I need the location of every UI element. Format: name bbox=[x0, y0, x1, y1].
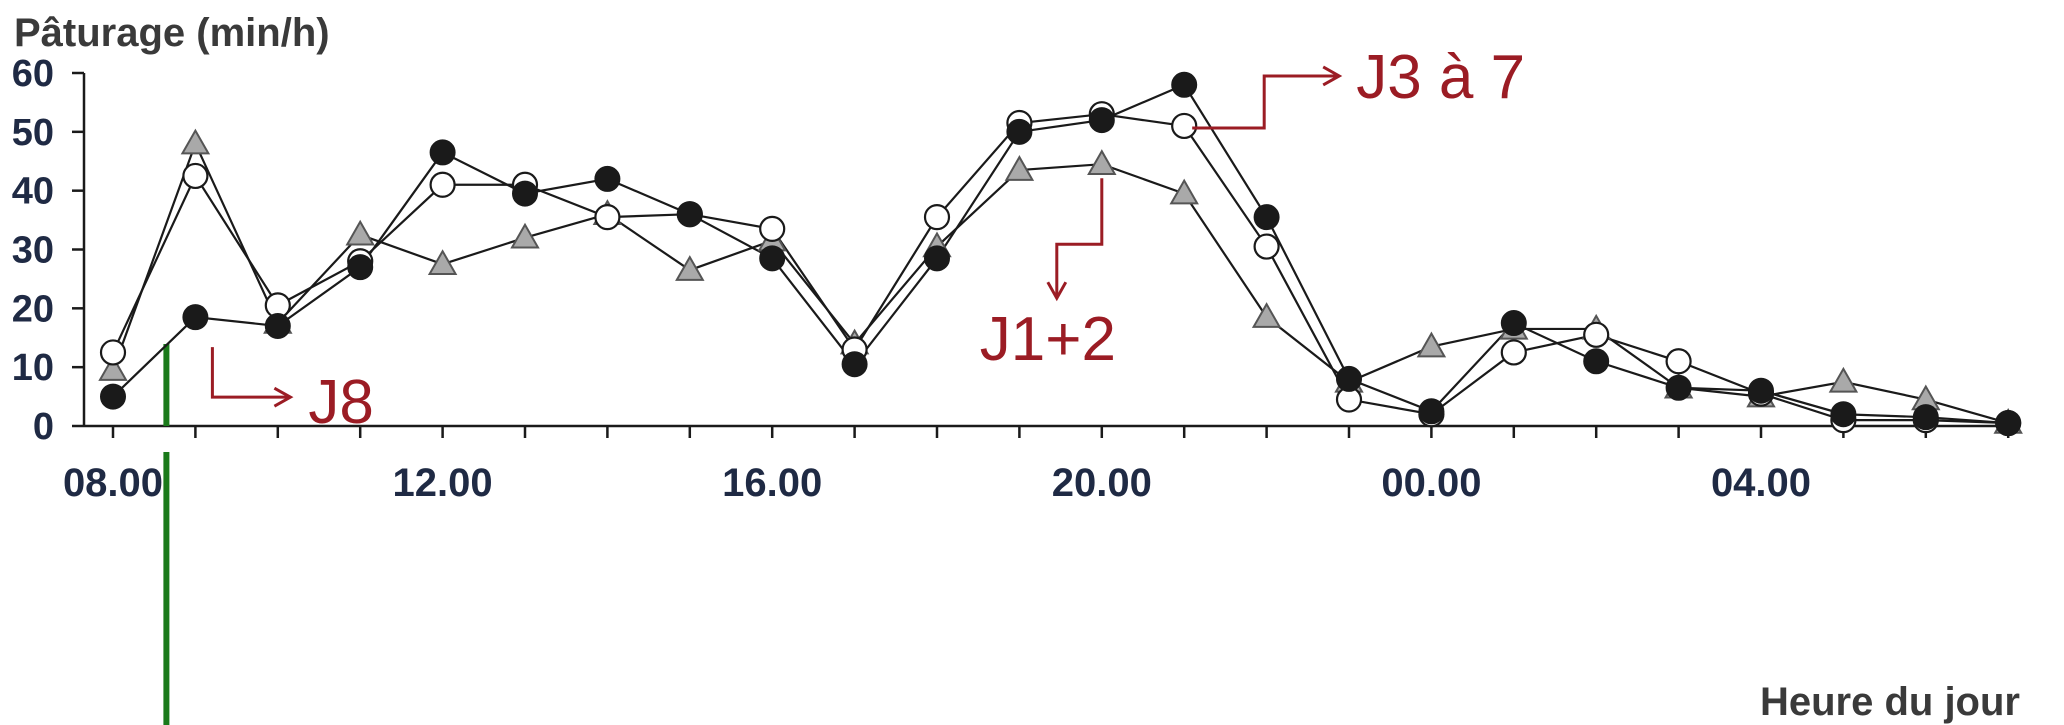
open-circle-point bbox=[1665, 348, 1692, 375]
triangle-point bbox=[180, 128, 211, 155]
filled-circle-point bbox=[841, 351, 868, 378]
annotation-label: J1+2 bbox=[980, 305, 1116, 374]
triangle-point bbox=[1087, 149, 1117, 175]
series-line-triangle bbox=[111, 140, 2009, 425]
data-series bbox=[98, 71, 2023, 437]
filled-circle-point bbox=[1418, 398, 1445, 425]
triangle-point bbox=[1004, 155, 1035, 181]
open-circle-point bbox=[1500, 339, 1527, 366]
y-tick-label: 20 bbox=[12, 288, 54, 330]
x-tick-label: 00.00 bbox=[1381, 461, 1481, 505]
annotations: J3 à 7 J1+2 J8 bbox=[210, 43, 1525, 437]
triangle-point bbox=[1828, 366, 1859, 393]
x-axis-title: Heure du jour bbox=[1760, 680, 2020, 724]
filled-circle-point bbox=[264, 312, 291, 339]
triangle-point bbox=[98, 355, 128, 381]
x-tick-label: 04.00 bbox=[1711, 461, 1811, 505]
y-axis-title: Pâturage (min/h) bbox=[14, 11, 330, 55]
filled-circle-point bbox=[676, 201, 703, 228]
filled-circle-point bbox=[512, 180, 538, 207]
triangle-point bbox=[345, 219, 375, 246]
y-tick-label: 10 bbox=[12, 347, 54, 389]
y-tick-label: 50 bbox=[12, 112, 54, 154]
open-circle-point bbox=[1171, 112, 1198, 140]
x-tick-label: 12.00 bbox=[393, 461, 493, 505]
annotation-arrow bbox=[1192, 65, 1343, 130]
y-ticks: 0 10 20 30 40 50 60 bbox=[12, 53, 84, 448]
triangle-point bbox=[1169, 178, 1199, 205]
filled-circle-point bbox=[429, 139, 456, 166]
annotation-arrow bbox=[210, 347, 294, 408]
annotation-label: J3 à 7 bbox=[1356, 43, 1525, 112]
open-circle-point bbox=[923, 204, 951, 231]
y-tick-label: 40 bbox=[12, 171, 54, 213]
triangle-point bbox=[1251, 302, 1282, 328]
filled-circle-point bbox=[759, 245, 786, 272]
triangle-point bbox=[510, 222, 540, 249]
filled-circle-point bbox=[1748, 377, 1774, 404]
annotation-label: J8 bbox=[308, 368, 373, 437]
series-line-filled-circle bbox=[112, 83, 2009, 425]
y-tick-label: 30 bbox=[12, 230, 54, 272]
y-tick-label: 0 bbox=[33, 406, 54, 448]
y-tick-label: 60 bbox=[12, 53, 54, 95]
filled-circle-point bbox=[1171, 71, 1198, 98]
filled-circle-point bbox=[1253, 204, 1280, 231]
filled-circle-point bbox=[182, 304, 209, 331]
open-circle-point bbox=[182, 162, 209, 190]
filled-circle-point bbox=[1665, 374, 1692, 401]
triangle-point bbox=[1416, 331, 1447, 358]
open-circle-point bbox=[99, 339, 127, 366]
filled-circle-point bbox=[1583, 348, 1610, 375]
triangle-point bbox=[427, 249, 458, 275]
series-line-open-circle bbox=[112, 113, 2009, 425]
filled-circle-point bbox=[347, 254, 374, 281]
filled-circle-point bbox=[924, 245, 950, 272]
x-tick-label: 08.00 bbox=[63, 461, 163, 505]
open-circle-point bbox=[594, 204, 621, 231]
open-circle-point bbox=[1253, 233, 1280, 260]
filled-circle-point bbox=[1500, 310, 1527, 337]
filled-circle-point bbox=[594, 165, 621, 192]
filled-circle-point bbox=[1830, 401, 1857, 428]
open-circle-point bbox=[1583, 321, 1610, 348]
filled-circle-point bbox=[1912, 404, 1939, 431]
filled-circle-point bbox=[100, 383, 126, 410]
filled-circle-point bbox=[1088, 107, 1115, 134]
annotation-arrow bbox=[1046, 178, 1104, 302]
x-tick-label: 20.00 bbox=[1052, 461, 1152, 505]
filled-circle-point bbox=[1006, 118, 1033, 145]
x-tick-label: 16.00 bbox=[722, 461, 822, 505]
filled-circle-point bbox=[1336, 365, 1362, 392]
open-circle-point bbox=[429, 171, 456, 198]
triangle-point bbox=[675, 255, 705, 281]
filled-circle-point bbox=[1995, 410, 2022, 437]
open-circle-point bbox=[759, 215, 786, 243]
x-ticks: 08.00 12.00 16.00 20.00 00.00 04.00 bbox=[63, 426, 2010, 505]
